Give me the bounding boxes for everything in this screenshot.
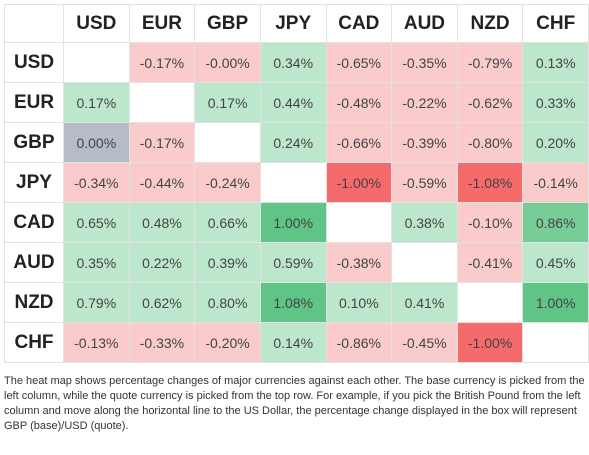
cell: -0.10% (456, 202, 524, 243)
empty-cell (391, 242, 458, 283)
cell: 0.22% (128, 242, 196, 283)
cell: -0.45% (391, 322, 458, 363)
cell: 0.59% (259, 242, 327, 283)
cell: -0.44% (128, 162, 196, 203)
cell: 0.66% (194, 202, 261, 243)
empty-cell (63, 42, 130, 83)
cell: -0.66% (325, 122, 393, 163)
cell: 0.17% (194, 82, 261, 123)
column-header: JPY (259, 4, 327, 43)
cell: 0.44% (259, 82, 327, 123)
cell: 0.38% (391, 202, 458, 243)
row: AUD 0.35% 0.22% 0.39% 0.59% -0.38% -0.41% 0.45% (4, 242, 589, 283)
header: USD EUR GBP JPY CAD AUD NZD CHF (4, 4, 589, 43)
cell: -0.34% (63, 162, 130, 203)
cell: -0.80% (456, 122, 524, 163)
column-header: USD (63, 4, 130, 43)
cell: -0.65% (325, 42, 393, 83)
row-header: CAD (4, 202, 64, 243)
cell: 1.00% (522, 282, 589, 323)
cell: -0.14% (522, 162, 589, 203)
corner (4, 4, 64, 43)
empty-cell (325, 202, 393, 243)
cell: 0.65% (63, 202, 130, 243)
cell: -1.08% (456, 162, 524, 203)
cell: -0.59% (391, 162, 458, 203)
cell: 1.08% (259, 282, 327, 323)
row-header: AUD (4, 242, 64, 283)
row: USD -0.17% -0.00% 0.34% -0.65% -0.35% -0.79% 0.… (4, 42, 589, 83)
cell: 0.33% (522, 82, 589, 123)
cell: 0.79% (63, 282, 130, 323)
empty-cell (522, 322, 589, 363)
row-header: CHF (4, 322, 64, 363)
row: GBP 0.00% -0.17% 0.24% -0.66% -0.39% -0.80% 0.2… (4, 122, 589, 163)
cell: 0.14% (259, 322, 327, 363)
row: JPY -0.34% -0.44% -0.24% -1.00% -0.59% -1.08% -… (4, 162, 589, 203)
cell: 0.10% (325, 282, 393, 323)
cell: -0.35% (391, 42, 458, 83)
empty-cell (456, 282, 524, 323)
column-header: AUD (391, 4, 458, 43)
row-header: EUR (4, 82, 64, 123)
column-header: CAD (325, 4, 393, 43)
row: CAD 0.65% 0.48% 0.66% 1.00% 0.38% -0.10% 0.86% (4, 202, 589, 243)
cell: 0.86% (522, 202, 589, 243)
cell: 0.41% (391, 282, 458, 323)
cell: 0.62% (128, 282, 196, 323)
header-row: USD EUR GBP JPY CAD AUD NZD CHF (4, 4, 589, 43)
cell: -0.22% (391, 82, 458, 123)
body: USD -0.17% -0.00% 0.34% -0.65% -0.35% -0.79% 0.… (4, 42, 589, 363)
column-header: GBP (194, 4, 261, 43)
cell: -0.33% (128, 322, 196, 363)
heat-map: USD EUR GBP JPY CAD AUD NZD CHF USD -0.17% -0.00%… (4, 4, 589, 363)
cell: -1.00% (325, 162, 393, 203)
cell: 1.00% (259, 202, 327, 243)
cell: 0.13% (522, 42, 589, 83)
column-header: NZD (456, 4, 524, 43)
cell: 0.80% (194, 282, 261, 323)
row: EUR 0.17% 0.17% 0.44% -0.48% -0.22% -0.62% 0.33… (4, 82, 589, 123)
cell: -0.00% (194, 42, 261, 83)
cell: -1.00% (456, 322, 524, 363)
row-header: GBP (4, 122, 64, 163)
cell: 0.35% (63, 242, 130, 283)
caption: The heat map shows percentage changes of… (4, 375, 585, 432)
empty-cell (259, 162, 327, 203)
cell: -0.62% (456, 82, 524, 123)
column-header: EUR (128, 4, 196, 43)
cell: -0.86% (325, 322, 393, 363)
empty-cell (128, 82, 196, 123)
cell: -0.38% (325, 242, 393, 283)
column-header: CHF (522, 4, 589, 43)
cell: 0.24% (259, 122, 327, 163)
row-header: USD (4, 42, 64, 83)
cell: -0.48% (325, 82, 393, 123)
cell: -0.13% (63, 322, 130, 363)
row-header: JPY (4, 162, 64, 203)
cell: 0.00% (63, 122, 130, 163)
cell: 0.20% (522, 122, 589, 163)
cell: -0.39% (391, 122, 458, 163)
cell: -0.17% (128, 42, 196, 83)
cell: 0.39% (194, 242, 261, 283)
cell: -0.17% (128, 122, 196, 163)
cell: -0.20% (194, 322, 261, 363)
cell: -0.79% (456, 42, 524, 83)
empty-cell (194, 122, 261, 163)
cell: -0.24% (194, 162, 261, 203)
row: CHF -0.13% -0.33% -0.20% 0.14% -0.86% -0.45% -1… (4, 322, 589, 363)
row: NZD 0.79% 0.62% 0.80% 1.08% 0.10% 0.41% 1.00% (4, 282, 589, 323)
cell: 0.34% (259, 42, 327, 83)
cell: -0.41% (456, 242, 524, 283)
cell: 0.48% (128, 202, 196, 243)
row-header: NZD (4, 282, 64, 323)
cell: 0.17% (63, 82, 130, 123)
cell: 0.45% (522, 242, 589, 283)
